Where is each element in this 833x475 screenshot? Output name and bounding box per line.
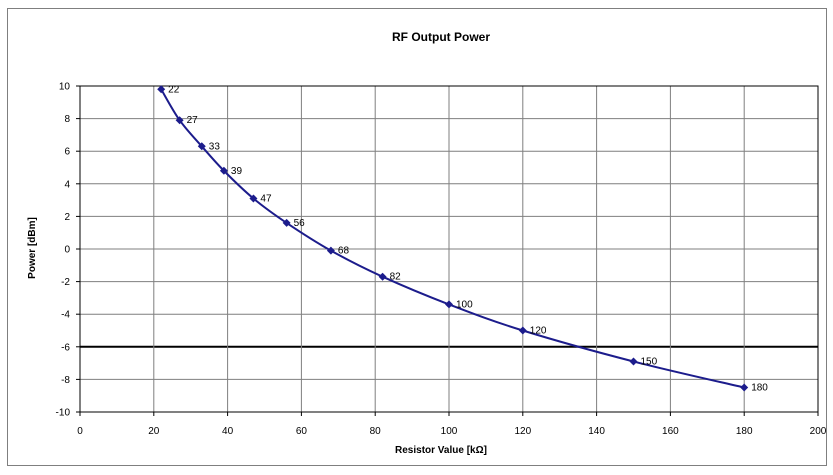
data-point [219, 166, 228, 175]
data-markers [157, 85, 749, 392]
data-label: 150 [641, 356, 658, 367]
x-tick-label: 200 [810, 426, 827, 437]
data-label: 22 [168, 84, 180, 95]
y-axis: 10 8 6 4 2 0 -2 -4 -6 -8 -10 [56, 82, 80, 419]
y-tick-label: 2 [64, 212, 70, 223]
chart-frame [7, 8, 827, 466]
x-tick-label: 100 [441, 426, 458, 437]
data-label: 82 [390, 272, 402, 283]
y-tick-label: 10 [59, 82, 71, 93]
data-point [445, 300, 453, 309]
data-point [518, 326, 527, 335]
chart-title: RF Output Power [392, 30, 490, 44]
data-point [175, 116, 184, 125]
x-tick-label: 160 [662, 426, 679, 437]
data-point [249, 194, 258, 203]
data-label: 47 [260, 193, 272, 204]
series-line [160, 88, 745, 389]
data-label: 33 [209, 141, 221, 152]
y-tick-label: -4 [61, 310, 70, 321]
y-tick-label: -8 [61, 375, 70, 386]
data-label: 68 [338, 246, 350, 257]
x-tick-label: 180 [736, 426, 753, 437]
data-point [157, 85, 166, 94]
data-label: 27 [187, 115, 199, 126]
x-axis: 0 20 40 60 80 100 120 140 160 180 200 [77, 412, 827, 437]
y-tick-label: 8 [64, 114, 70, 125]
data-label: 180 [751, 383, 768, 394]
data-point [282, 218, 291, 227]
x-axis-title: Resistor Value [kΩ] [395, 445, 487, 456]
x-tick-label: 120 [514, 426, 531, 437]
y-tick-label: 4 [64, 179, 70, 190]
data-point [629, 357, 638, 366]
x-tick-label: 0 [77, 426, 83, 437]
x-tick-label: 20 [148, 426, 160, 437]
data-label: 39 [231, 166, 243, 177]
data-point [378, 272, 387, 281]
y-axis-title: Power [dBm] [27, 217, 38, 279]
data-label: 120 [530, 326, 547, 337]
x-tick-label: 40 [222, 426, 234, 437]
x-tick-label: 140 [588, 426, 605, 437]
y-tick-label: 6 [64, 147, 70, 158]
data-point [326, 246, 335, 255]
data-point [740, 383, 749, 392]
y-tick-label: -10 [56, 408, 71, 419]
data-label: 100 [456, 299, 473, 310]
data-point [197, 142, 206, 151]
x-tick-label: 80 [370, 426, 382, 437]
data-label: 56 [294, 218, 306, 229]
y-tick-label: -6 [61, 342, 70, 353]
y-tick-label: -2 [61, 277, 70, 288]
x-tick-label: 60 [296, 426, 308, 437]
data-labels: 22 27 33 39 47 56 68 82 100 120 150 180 [168, 84, 768, 393]
y-tick-label: 0 [64, 245, 70, 256]
